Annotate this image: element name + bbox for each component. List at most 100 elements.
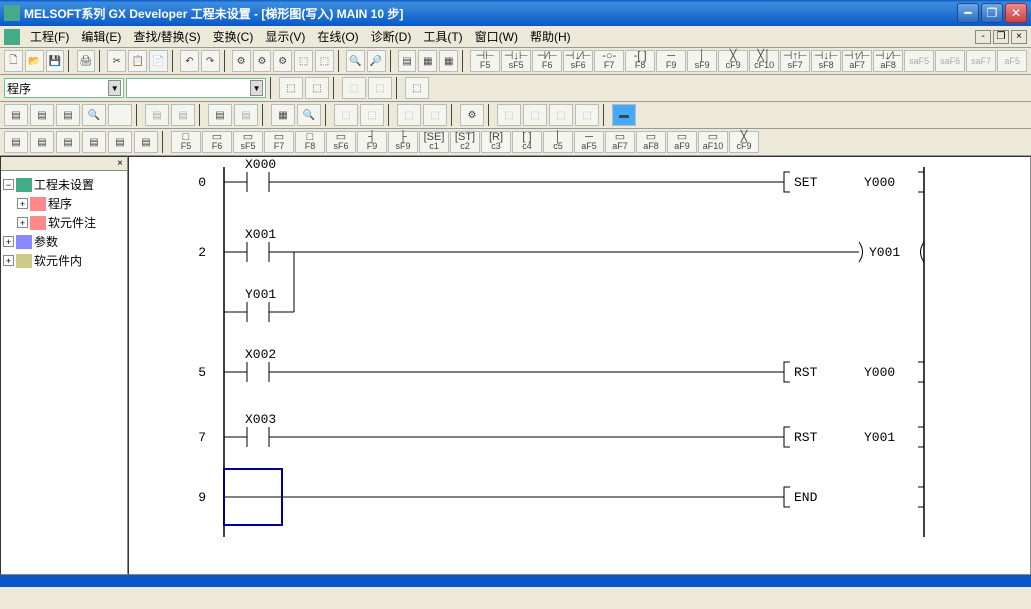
menu-item[interactable]: 帮助(H) <box>524 28 577 46</box>
collapse-icon[interactable]: − <box>3 179 14 190</box>
fkey-aF7[interactable]: ⊣↑∕⊢aF7 <box>842 50 872 72</box>
t4-5[interactable]: ▤ <box>108 131 132 153</box>
view-b-button[interactable]: ▦ <box>418 50 437 72</box>
fkey-aF8[interactable]: ⊣↓∕⊢aF8 <box>873 50 903 72</box>
dropdown-arrow-icon[interactable]: ▼ <box>108 80 121 96</box>
menu-item[interactable]: 变换(C) <box>207 28 260 46</box>
t3-21[interactable]: ▬ <box>612 104 636 126</box>
expand-icon[interactable]: + <box>17 217 28 228</box>
t4-4[interactable]: ▤ <box>82 131 106 153</box>
fkey-aF7[interactable]: ▭aF7 <box>605 131 635 153</box>
mdi-close[interactable]: × <box>1011 30 1027 44</box>
fkey-F9[interactable]: ┤F9 <box>357 131 387 153</box>
ladder-tool-b[interactable]: ⬚ <box>305 77 329 99</box>
t4-1[interactable]: ▤ <box>4 131 28 153</box>
fkey-aF8[interactable]: ▭aF8 <box>636 131 666 153</box>
fkey-aF5[interactable]: ─aF5 <box>574 131 604 153</box>
t3-1[interactable]: ▤ <box>4 104 28 126</box>
fkey-cF9[interactable]: ╳cF9 <box>718 50 748 72</box>
t3-16[interactable]: ⚙ <box>460 104 484 126</box>
ladder-tool-e[interactable]: ⬚ <box>405 77 429 99</box>
fkey-c5[interactable]: │c5 <box>543 131 573 153</box>
fkey-F5[interactable]: ⊣⊢F5 <box>470 50 500 72</box>
menu-item[interactable]: 查找/替换(S) <box>127 28 206 46</box>
fkey-sF9[interactable]: │sF9 <box>687 50 717 72</box>
fkey-cF9[interactable]: ╳cF9 <box>729 131 759 153</box>
fkey-sF7[interactable]: ⊣↑⊢sF7 <box>780 50 810 72</box>
t4-2[interactable]: ▤ <box>30 131 54 153</box>
fkey-sF6[interactable]: ⊣↓∕⊢sF6 <box>563 50 593 72</box>
fkey-F8[interactable]: -[ ]F8 <box>625 50 655 72</box>
fkey-c4[interactable]: [ ]c4 <box>512 131 542 153</box>
fkey-sF6[interactable]: ▭sF6 <box>326 131 356 153</box>
ladder-editor[interactable]: 0X000SETY0002X001Y001Y0015X002RSTY0007X0… <box>128 156 1031 575</box>
ladder-tool-a[interactable]: ⬚ <box>279 77 303 99</box>
cut-button[interactable]: ✂ <box>107 50 126 72</box>
fkey-sF9[interactable]: ├sF9 <box>388 131 418 153</box>
device-combo-input[interactable] <box>129 81 250 95</box>
view-a-button[interactable]: ▤ <box>398 50 417 72</box>
tree-root[interactable]: − 工程未设置 <box>3 175 125 194</box>
fkey-sF5[interactable]: ▭sF5 <box>233 131 263 153</box>
fkey-cF10[interactable]: ╳│cF10 <box>749 50 779 72</box>
tree-close-icon[interactable]: × <box>113 157 127 170</box>
menu-item[interactable]: 诊断(D) <box>365 28 418 46</box>
device-combo[interactable]: ▼ <box>126 78 266 98</box>
ladder-diagram[interactable]: 0X000SETY0002X001Y001Y0015X002RSTY0007X0… <box>129 157 1030 574</box>
paste-button[interactable]: 📄 <box>149 50 168 72</box>
fkey-F9[interactable]: ─F9 <box>656 50 686 72</box>
mdi-minimize[interactable]: - <box>975 30 991 44</box>
t3-3[interactable]: ▤ <box>56 104 80 126</box>
fkey-sF8[interactable]: ⊣↓⊢sF8 <box>811 50 841 72</box>
print-button[interactable]: 🖨 <box>77 50 96 72</box>
expand-icon[interactable]: + <box>3 255 14 266</box>
fkey-F7[interactable]: ▭F7 <box>264 131 294 153</box>
menu-item[interactable]: 窗口(W) <box>469 28 524 46</box>
fkey-c2[interactable]: [ST]c2 <box>450 131 480 153</box>
menu-item[interactable]: 工具(T) <box>417 28 468 46</box>
tree-node[interactable]: +参数 <box>3 232 125 251</box>
expand-icon[interactable]: + <box>3 236 14 247</box>
fkey-aF9[interactable]: ▭aF9 <box>667 131 697 153</box>
fkey-F6[interactable]: ⊣∕⊢F6 <box>532 50 562 72</box>
t3-2[interactable]: ▤ <box>30 104 54 126</box>
program-combo[interactable]: ▼ <box>4 78 124 98</box>
redo-button[interactable]: ↷ <box>201 50 220 72</box>
t3-11[interactable]: 🔍 <box>297 104 321 126</box>
fkey-c3[interactable]: [R]c3 <box>481 131 511 153</box>
open-button[interactable]: 📂 <box>25 50 44 72</box>
menu-item[interactable]: 在线(O) <box>311 28 364 46</box>
fkey-F6[interactable]: ▭F6 <box>202 131 232 153</box>
fkey-F7[interactable]: -○-F7 <box>594 50 624 72</box>
t3-10[interactable]: ▦ <box>271 104 295 126</box>
new-button[interactable]: 🗋 <box>4 50 23 72</box>
copy-button[interactable]: 📋 <box>128 50 147 72</box>
save-button[interactable]: 💾 <box>46 50 65 72</box>
tree-node[interactable]: +软元件内 <box>3 251 125 270</box>
zoom-in-button[interactable]: 🔍 <box>346 50 365 72</box>
fkey-sF5[interactable]: ⊣↓⊢sF5 <box>501 50 531 72</box>
minimize-button[interactable]: ━ <box>957 3 979 23</box>
fkey-c1[interactable]: [SE]c1 <box>419 131 449 153</box>
t3-4[interactable]: 🔍 <box>82 104 106 126</box>
dropdown-arrow-icon[interactable]: ▼ <box>250 80 263 96</box>
menu-item[interactable]: 工程(F) <box>24 28 75 46</box>
mdi-system-icon[interactable] <box>4 29 20 45</box>
tool-a-button[interactable]: ⚙ <box>232 50 251 72</box>
close-button[interactable]: ✕ <box>1005 3 1027 23</box>
maximize-button[interactable]: ❐ <box>981 3 1003 23</box>
tree-node[interactable]: +程序 <box>3 194 125 213</box>
t3-5[interactable] <box>108 104 132 126</box>
expand-icon[interactable]: + <box>17 198 28 209</box>
tree-node[interactable]: +软元件注 <box>3 213 125 232</box>
undo-button[interactable]: ↶ <box>180 50 199 72</box>
menu-item[interactable]: 显示(V) <box>259 28 311 46</box>
tool-d-button[interactable]: ⬚ <box>294 50 313 72</box>
t4-3[interactable]: ▤ <box>56 131 80 153</box>
menu-item[interactable]: 编辑(E) <box>75 28 127 46</box>
t3-8[interactable]: ▤ <box>208 104 232 126</box>
t4-6[interactable]: ▤ <box>134 131 158 153</box>
tool-c-button[interactable]: ⚙ <box>273 50 292 72</box>
view-c-button[interactable]: ▦ <box>439 50 458 72</box>
tool-b-button[interactable]: ⚙ <box>253 50 272 72</box>
